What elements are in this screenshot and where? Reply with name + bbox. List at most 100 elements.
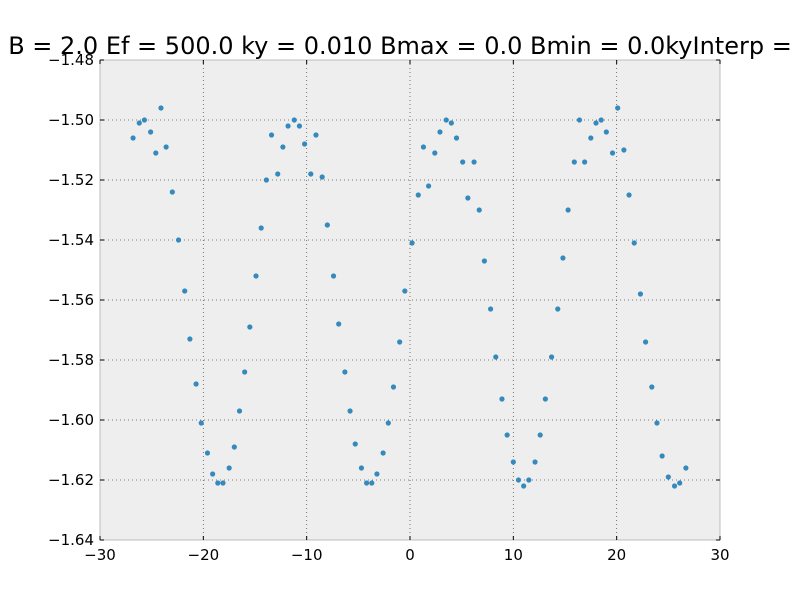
data-point bbox=[515, 477, 522, 483]
y-tick-label: −1.54 bbox=[48, 231, 94, 249]
data-point bbox=[280, 144, 286, 150]
data-point bbox=[504, 432, 510, 438]
data-point bbox=[136, 120, 142, 126]
data-point bbox=[397, 339, 403, 345]
data-point bbox=[308, 171, 314, 177]
data-point bbox=[415, 192, 421, 198]
data-point bbox=[236, 408, 243, 414]
y-tick-label: −1.52 bbox=[48, 171, 94, 189]
data-point bbox=[643, 339, 649, 345]
data-point bbox=[453, 135, 460, 141]
y-tick-label: −1.64 bbox=[48, 531, 94, 549]
data-point bbox=[571, 159, 577, 165]
data-point bbox=[565, 207, 571, 213]
data-point bbox=[148, 129, 154, 135]
data-point bbox=[258, 225, 264, 231]
y-tick-label: −1.56 bbox=[48, 291, 94, 309]
data-point bbox=[659, 453, 665, 459]
data-point bbox=[215, 480, 221, 486]
data-point bbox=[390, 384, 397, 390]
data-point bbox=[263, 177, 269, 183]
data-point bbox=[631, 240, 637, 246]
data-point bbox=[182, 288, 188, 294]
data-point bbox=[626, 192, 632, 198]
data-point bbox=[437, 129, 443, 135]
data-point bbox=[247, 324, 253, 330]
data-point bbox=[352, 441, 358, 447]
y-tick-label: −1.48 bbox=[48, 51, 94, 69]
x-axis-tick-labels: −30 −20 −10 0 10 20 30 bbox=[84, 546, 729, 564]
data-point bbox=[302, 141, 308, 147]
data-point bbox=[380, 450, 386, 456]
data-point bbox=[582, 159, 588, 165]
data-point bbox=[609, 150, 616, 156]
data-point bbox=[654, 420, 660, 426]
data-point bbox=[169, 189, 175, 195]
data-point bbox=[510, 459, 516, 465]
data-point bbox=[268, 132, 275, 138]
data-point bbox=[226, 465, 232, 471]
chart-title: B = 2.0 Ef = 500.0 ky = 0.010 Bmax = 0.0… bbox=[8, 32, 792, 60]
data-point bbox=[448, 120, 454, 126]
data-point bbox=[291, 117, 297, 123]
x-tick-label: −20 bbox=[188, 546, 220, 564]
data-point bbox=[330, 273, 337, 279]
data-point bbox=[443, 117, 449, 123]
x-tick-label: 20 bbox=[607, 546, 626, 564]
data-point bbox=[242, 369, 248, 375]
data-point bbox=[671, 483, 678, 489]
y-tick-label: −1.60 bbox=[48, 411, 94, 429]
data-point bbox=[130, 135, 136, 141]
data-point bbox=[603, 129, 609, 135]
data-point bbox=[548, 354, 555, 360]
data-point bbox=[593, 120, 599, 126]
data-point bbox=[542, 396, 548, 402]
scatter-points bbox=[130, 105, 689, 489]
data-point bbox=[220, 480, 226, 486]
data-point bbox=[163, 144, 169, 150]
y-tick-label: −1.62 bbox=[48, 471, 94, 489]
data-point bbox=[649, 384, 655, 390]
data-point bbox=[319, 174, 325, 180]
data-point bbox=[432, 150, 438, 156]
data-point bbox=[364, 480, 370, 486]
data-point bbox=[598, 117, 604, 123]
data-point bbox=[426, 183, 432, 189]
x-tick-label: 10 bbox=[504, 546, 523, 564]
data-point bbox=[275, 171, 281, 177]
data-point bbox=[420, 144, 427, 150]
data-point bbox=[342, 369, 348, 375]
data-point bbox=[537, 432, 543, 438]
x-tick-label: −10 bbox=[291, 546, 323, 564]
x-tick-label: 0 bbox=[405, 546, 415, 564]
data-point bbox=[488, 306, 494, 312]
data-point bbox=[481, 258, 487, 264]
data-point bbox=[231, 444, 237, 450]
data-point bbox=[576, 117, 583, 123]
y-tick-label: −1.50 bbox=[48, 111, 94, 129]
data-point bbox=[555, 306, 561, 312]
data-point bbox=[347, 408, 353, 414]
data-point bbox=[499, 396, 505, 402]
data-point bbox=[336, 321, 342, 327]
data-point bbox=[210, 471, 216, 477]
data-point bbox=[324, 222, 330, 228]
data-point bbox=[153, 150, 159, 156]
data-point bbox=[621, 147, 627, 153]
data-point bbox=[204, 450, 211, 456]
data-point bbox=[526, 477, 532, 483]
data-point bbox=[296, 123, 303, 129]
x-tick-label: −30 bbox=[84, 546, 116, 564]
data-point bbox=[141, 117, 148, 123]
data-point bbox=[493, 354, 499, 360]
data-point bbox=[193, 381, 199, 387]
data-point bbox=[374, 471, 380, 477]
data-point bbox=[409, 240, 415, 246]
data-point bbox=[476, 207, 482, 213]
data-point bbox=[313, 132, 319, 138]
data-point bbox=[683, 465, 689, 471]
data-point bbox=[198, 420, 204, 426]
data-point bbox=[665, 474, 671, 480]
data-point bbox=[175, 237, 182, 243]
